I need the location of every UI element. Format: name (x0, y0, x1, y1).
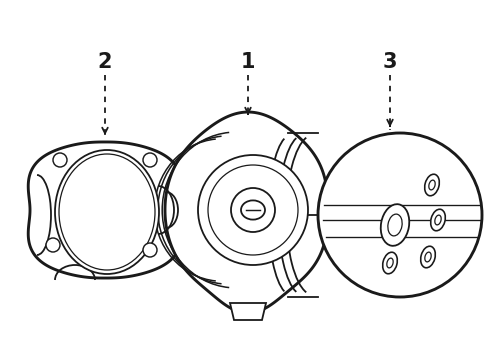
Circle shape (143, 243, 157, 257)
Ellipse shape (383, 252, 397, 274)
Circle shape (143, 153, 157, 167)
Polygon shape (230, 303, 266, 320)
Ellipse shape (420, 246, 435, 268)
Circle shape (46, 238, 60, 252)
Circle shape (231, 188, 275, 232)
Polygon shape (165, 112, 328, 313)
Circle shape (318, 133, 482, 297)
Text: 2: 2 (98, 52, 112, 72)
Ellipse shape (425, 174, 440, 196)
Polygon shape (28, 142, 182, 278)
Text: 3: 3 (383, 52, 397, 72)
Ellipse shape (431, 209, 445, 231)
Ellipse shape (55, 150, 159, 274)
Ellipse shape (381, 204, 409, 246)
Circle shape (198, 155, 308, 265)
Ellipse shape (241, 201, 265, 220)
Text: 1: 1 (241, 52, 255, 72)
Circle shape (53, 153, 67, 167)
